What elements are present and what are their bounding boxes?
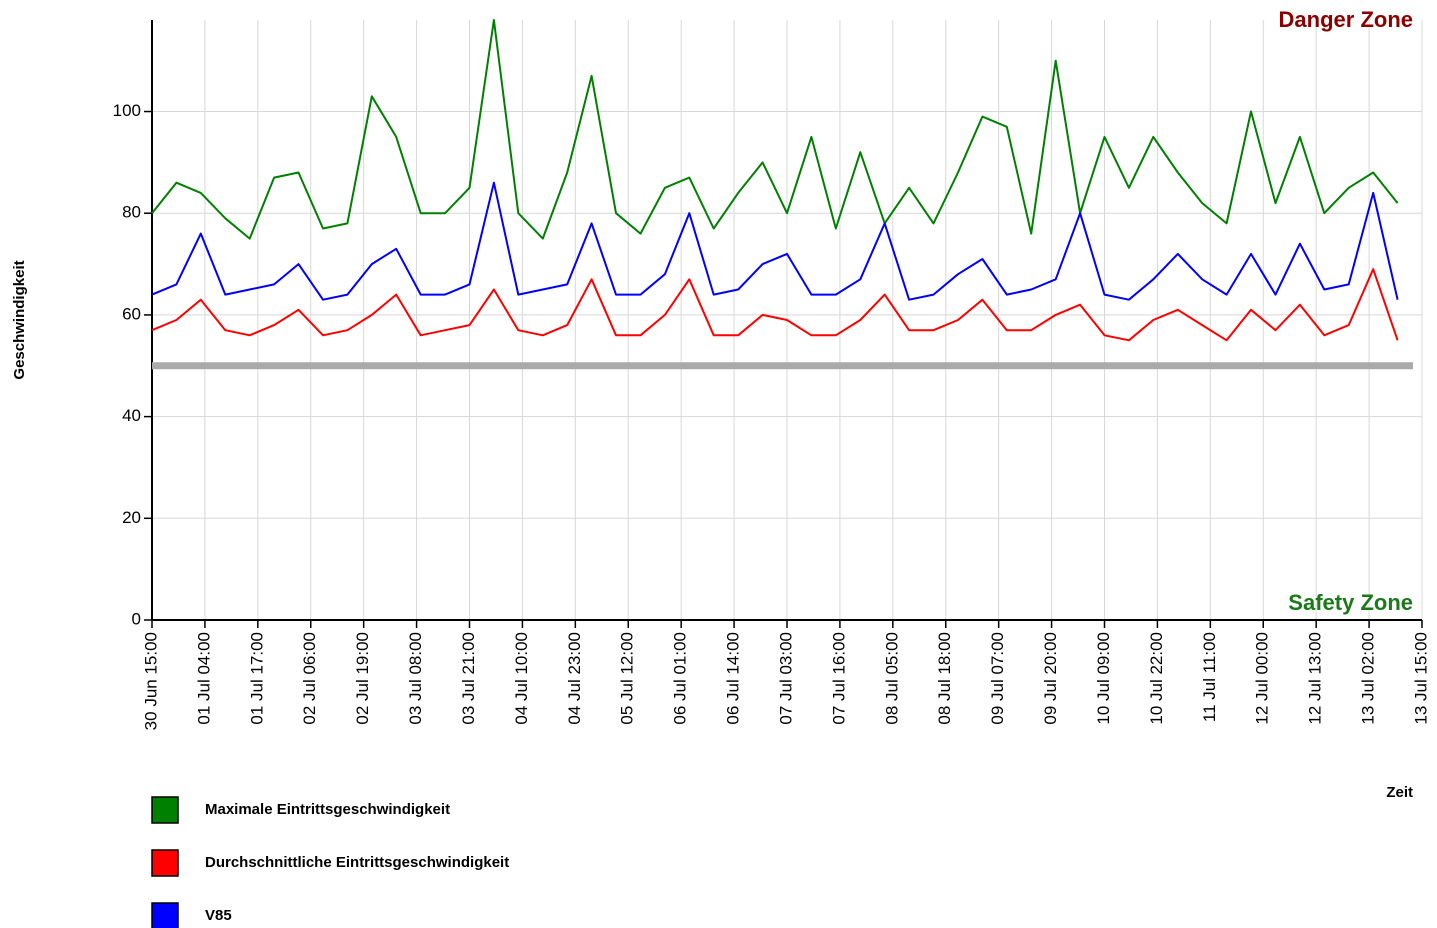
y-tick-label: 20 (122, 508, 141, 527)
x-tick-label: 03 Jul 08:00 (406, 632, 425, 725)
x-tick-label: 06 Jul 14:00 (724, 632, 743, 725)
y-tick-label: 60 (122, 304, 141, 323)
annotation: Safety Zone (1288, 590, 1413, 615)
legend-label: Durchschnittliche Eintrittsgeschwindigke… (205, 854, 509, 871)
x-tick-label: 13 Jul 15:00 (1411, 632, 1430, 725)
legend-swatch (151, 849, 179, 877)
x-tick-label: 09 Jul 20:00 (1041, 632, 1060, 725)
legend-label: Maximale Eintrittsgeschwindigkeit (205, 801, 450, 818)
y-tick-label: 100 (113, 101, 141, 120)
x-tick-label: 02 Jul 19:00 (353, 632, 372, 725)
x-tick-label: 07 Jul 03:00 (776, 632, 795, 725)
series-line (151, 181, 1399, 301)
x-tick-label: 04 Jul 10:00 (512, 632, 531, 725)
series-line (151, 268, 1399, 342)
x-tick-label: 11 Jul 11:00 (1200, 632, 1219, 722)
x-tick-label: 01 Jul 17:00 (247, 632, 266, 725)
x-axis-label: Zeit (1386, 784, 1413, 801)
y-axis-label: Geschwindigkeit (11, 260, 28, 379)
x-tick-label: 30 Jun 15:00 (141, 632, 160, 730)
x-tick-label: 10 Jul 09:00 (1094, 632, 1113, 725)
x-tick-label: 08 Jul 05:00 (882, 632, 901, 725)
legend-label: V85 (205, 907, 232, 924)
x-tick-label: 10 Jul 22:00 (1147, 632, 1166, 725)
x-tick-label: 06 Jul 01:00 (671, 632, 690, 725)
x-tick-label: 12 Jul 00:00 (1253, 632, 1272, 725)
annotation: Danger Zone (1279, 7, 1413, 32)
x-tick-label: 13 Jul 02:00 (1359, 632, 1378, 725)
x-tick-label: 02 Jul 06:00 (300, 632, 319, 725)
x-tick-label: 12 Jul 13:00 (1306, 632, 1325, 725)
x-tick-label: 01 Jul 04:00 (194, 632, 213, 725)
x-tick-label: 04 Jul 23:00 (565, 632, 584, 725)
y-tick-label: 0 (132, 609, 141, 628)
x-tick-label: 03 Jul 21:00 (459, 632, 478, 725)
y-tick-label: 40 (122, 406, 141, 425)
x-tick-label: 08 Jul 18:00 (935, 632, 954, 725)
legend-swatch (151, 902, 179, 928)
x-tick-label: 07 Jul 16:00 (829, 632, 848, 725)
legend-swatch (151, 796, 179, 824)
series-line (151, 19, 1399, 240)
x-tick-label: 09 Jul 07:00 (988, 632, 1007, 725)
y-tick-label: 80 (122, 203, 141, 222)
x-tick-label: 05 Jul 12:00 (618, 632, 637, 725)
